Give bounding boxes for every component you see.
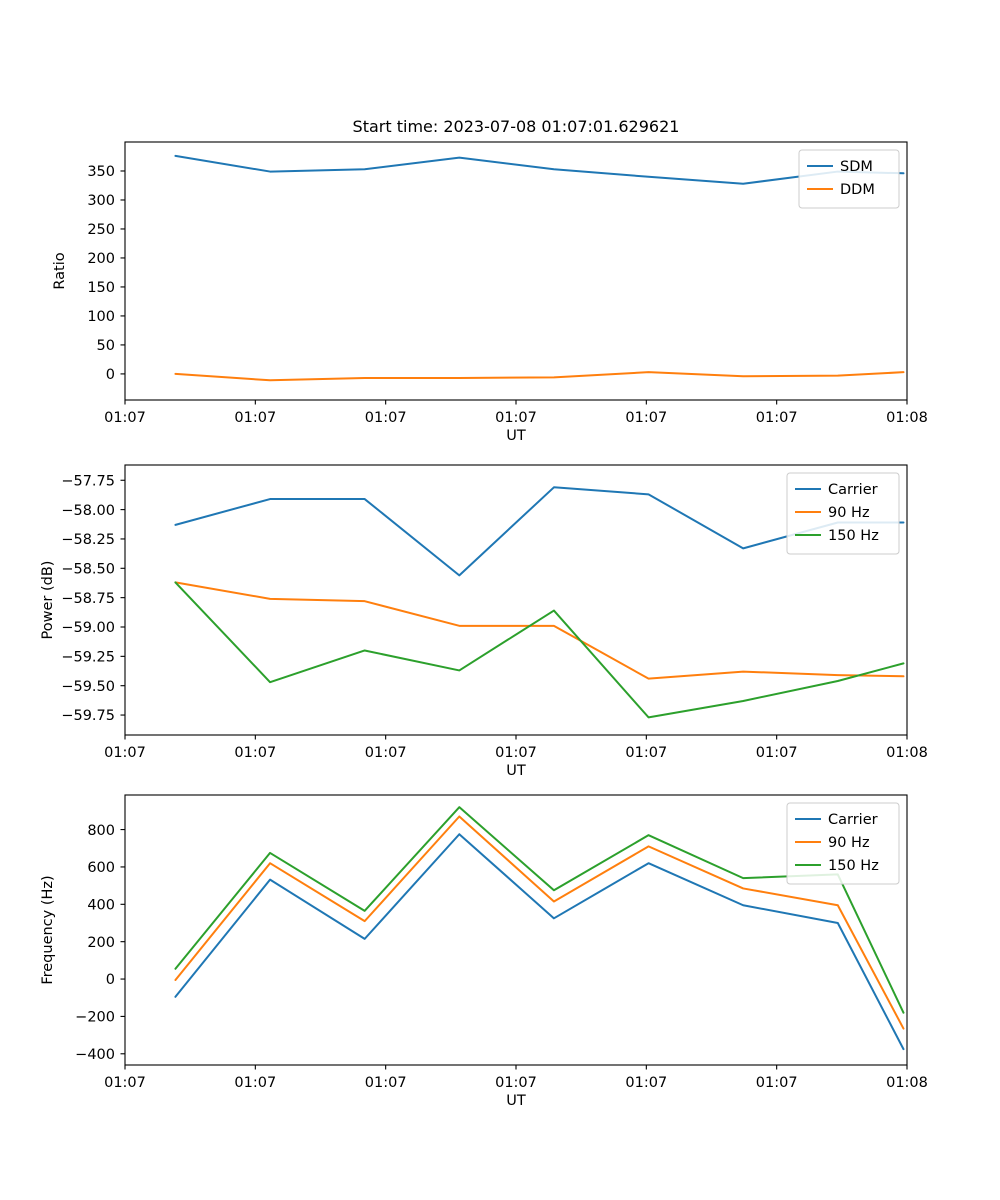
x-tick-label: 01:07 bbox=[495, 410, 537, 426]
y-tick-label: −57.75 bbox=[61, 473, 115, 489]
bottom-axis-ticks: 01:07 01:07 01:07 01:07 01:07 01:07 01:08 −400 −… bbox=[75, 823, 928, 1091]
x-tick-label: 01:07 bbox=[234, 745, 276, 761]
x-tick-label: 01:07 bbox=[104, 1075, 146, 1091]
y-tick-label: 800 bbox=[87, 823, 115, 839]
x-tick-label: 01:07 bbox=[365, 745, 407, 761]
y-tick-label: −58.00 bbox=[61, 503, 115, 519]
x-tick-label: 01:07 bbox=[234, 410, 276, 426]
y-tick-label: −59.75 bbox=[61, 708, 115, 724]
x-tick-label: 01:08 bbox=[886, 410, 928, 426]
x-tick-label: 01:07 bbox=[625, 745, 667, 761]
x-tick-label: 01:07 bbox=[495, 745, 537, 761]
y-tick-label: −59.25 bbox=[61, 650, 115, 666]
bottom-plot-frame bbox=[124, 794, 908, 1066]
middle-xlabel: UT bbox=[506, 763, 526, 779]
y-tick-label: 200 bbox=[87, 935, 115, 951]
legend-background bbox=[786, 802, 900, 885]
middle-plot-frame bbox=[124, 464, 908, 736]
x-tick-label: 01:08 bbox=[886, 1075, 928, 1091]
series-line-90-hz bbox=[174, 581, 905, 680]
x-tick-label: 01:08 bbox=[886, 745, 928, 761]
top-plot-frame bbox=[124, 141, 908, 401]
middle-ylabel: Power (dB) bbox=[40, 561, 56, 640]
legend-label-90-hz[interactable]: 90 Hz bbox=[828, 505, 870, 521]
series-line-carrier bbox=[174, 833, 905, 1051]
series-line-ddm bbox=[174, 371, 905, 382]
y-tick-label: 0 bbox=[106, 367, 115, 383]
y-tick-label: −58.75 bbox=[61, 591, 115, 607]
legend-label-150-hz[interactable]: 150 Hz bbox=[828, 858, 879, 874]
panel-bottom: 01:07 01:07 01:07 01:07 01:07 01:07 01:08 −400 −… bbox=[40, 794, 928, 1109]
page-title: Start time: 2023-07-08 01:07:01.629621 bbox=[353, 117, 680, 136]
y-tick-label: −400 bbox=[75, 1047, 115, 1063]
y-tick-label: −59.50 bbox=[61, 679, 115, 695]
x-tick-label: 01:07 bbox=[756, 410, 798, 426]
y-tick-label: 0 bbox=[106, 972, 115, 988]
series-line-150-hz bbox=[174, 581, 905, 719]
legend-label-90-hz[interactable]: 90 Hz bbox=[828, 835, 870, 851]
y-tick-label: 400 bbox=[87, 898, 115, 914]
legend-label-carrier[interactable]: Carrier bbox=[828, 812, 878, 828]
legend-label-150-hz[interactable]: 150 Hz bbox=[828, 528, 879, 544]
bottom-xlabel: UT bbox=[506, 1093, 526, 1109]
y-tick-label: 600 bbox=[87, 860, 115, 876]
y-tick-label: 300 bbox=[87, 193, 115, 209]
legend-background bbox=[786, 472, 900, 555]
panel-top: Start time: 2023-07-08 01:07:01.629621 0… bbox=[52, 117, 928, 444]
bottom-legend[interactable]: Carrier 90 Hz 150 Hz bbox=[786, 802, 900, 885]
y-tick-label: −59.00 bbox=[61, 620, 115, 636]
legend-label-ddm[interactable]: DDM bbox=[840, 182, 875, 198]
legend-background bbox=[798, 149, 900, 209]
legend-label-sdm[interactable]: SDM bbox=[840, 159, 873, 175]
x-tick-label: 01:07 bbox=[625, 1075, 667, 1091]
middle-legend[interactable]: Carrier 90 Hz 150 Hz bbox=[786, 472, 900, 555]
y-tick-label: 150 bbox=[87, 280, 115, 296]
top-ylabel: Ratio bbox=[52, 252, 68, 289]
y-tick-label: 100 bbox=[87, 309, 115, 325]
top-legend[interactable]: SDM DDM bbox=[798, 149, 900, 209]
y-tick-label: 250 bbox=[87, 222, 115, 238]
y-tick-label: −58.50 bbox=[61, 562, 115, 578]
series-line-90-hz bbox=[174, 815, 905, 1030]
y-tick-label: −58.25 bbox=[61, 532, 115, 548]
top-xlabel: UT bbox=[506, 428, 526, 444]
y-tick-label: 50 bbox=[97, 338, 115, 354]
legend-label-carrier[interactable]: Carrier bbox=[828, 482, 878, 498]
x-tick-label: 01:07 bbox=[234, 1075, 276, 1091]
middle-axis-ticks: 01:07 01:07 01:07 01:07 01:07 01:07 01:08 −57.7… bbox=[61, 473, 928, 761]
x-tick-label: 01:07 bbox=[104, 410, 146, 426]
x-tick-label: 01:07 bbox=[756, 1075, 798, 1091]
x-tick-label: 01:07 bbox=[756, 745, 798, 761]
y-tick-label: −200 bbox=[75, 1010, 115, 1026]
panel-middle: 01:07 01:07 01:07 01:07 01:07 01:07 01:08 −57.7… bbox=[40, 464, 928, 779]
y-tick-label: 200 bbox=[87, 251, 115, 267]
x-tick-label: 01:07 bbox=[495, 1075, 537, 1091]
x-tick-label: 01:07 bbox=[625, 410, 667, 426]
x-tick-label: 01:07 bbox=[104, 745, 146, 761]
bottom-ylabel: Frequency (Hz) bbox=[40, 875, 56, 984]
y-tick-label: 350 bbox=[87, 164, 115, 180]
x-tick-label: 01:07 bbox=[365, 1075, 407, 1091]
top-axis-ticks: 01:07 01:07 01:07 01:07 01:07 01:07 01:08 0 50 10… bbox=[87, 164, 928, 426]
x-tick-label: 01:07 bbox=[365, 410, 407, 426]
